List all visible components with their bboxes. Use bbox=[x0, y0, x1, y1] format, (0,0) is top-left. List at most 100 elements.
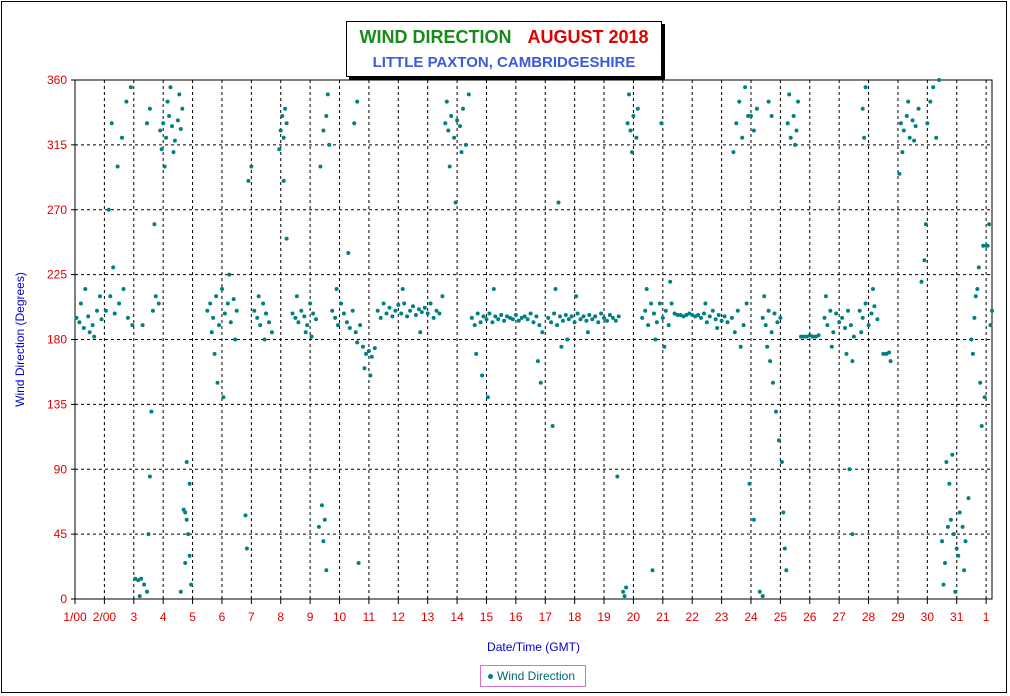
data-point bbox=[735, 308, 740, 313]
data-point bbox=[121, 287, 126, 291]
data-point bbox=[801, 334, 806, 339]
data-point bbox=[669, 301, 674, 306]
data-point bbox=[220, 287, 224, 291]
data-point bbox=[546, 315, 551, 320]
data-point bbox=[973, 294, 978, 299]
data-point bbox=[850, 532, 855, 537]
data-point bbox=[982, 395, 987, 400]
data-point bbox=[177, 92, 182, 97]
data-point bbox=[737, 99, 742, 104]
data-point bbox=[350, 308, 355, 313]
x-tick-label: 30 bbox=[921, 610, 935, 624]
data-point bbox=[81, 326, 86, 330]
data-point bbox=[103, 308, 108, 313]
data-point bbox=[584, 318, 589, 323]
data-point bbox=[175, 118, 180, 123]
data-point bbox=[776, 438, 781, 443]
data-point bbox=[912, 138, 917, 143]
data-point bbox=[660, 315, 665, 320]
data-point bbox=[769, 330, 774, 335]
data-point bbox=[234, 308, 239, 313]
y-tick-label: 90 bbox=[54, 462, 68, 476]
data-point bbox=[782, 546, 787, 551]
data-point bbox=[563, 313, 568, 317]
data-point bbox=[734, 121, 739, 126]
data-point bbox=[725, 320, 730, 325]
data-point bbox=[785, 121, 790, 126]
data-point bbox=[153, 294, 158, 299]
data-point bbox=[413, 313, 418, 317]
data-point bbox=[934, 135, 939, 140]
data-point bbox=[187, 553, 192, 558]
y-tick-label: 360 bbox=[47, 73, 67, 87]
data-point bbox=[142, 582, 147, 587]
data-point bbox=[355, 340, 360, 345]
data-point bbox=[941, 582, 946, 587]
data-point bbox=[480, 373, 485, 378]
data-point bbox=[763, 323, 768, 328]
data-point bbox=[985, 243, 990, 248]
data-point bbox=[361, 344, 365, 349]
data-point bbox=[330, 308, 335, 313]
data-point bbox=[900, 150, 905, 155]
data-point bbox=[463, 142, 468, 147]
data-point bbox=[779, 460, 784, 464]
data-point bbox=[590, 317, 595, 322]
data-point bbox=[535, 359, 540, 364]
data-point bbox=[859, 330, 864, 335]
data-point bbox=[953, 589, 958, 594]
y-tick-label: 45 bbox=[54, 527, 68, 541]
data-point bbox=[347, 326, 352, 330]
data-point bbox=[162, 164, 167, 169]
data-point bbox=[837, 320, 842, 325]
data-point bbox=[168, 85, 173, 90]
data-point bbox=[319, 503, 324, 508]
data-point bbox=[117, 301, 122, 306]
data-point bbox=[150, 308, 155, 313]
data-point bbox=[183, 510, 188, 515]
data-point bbox=[284, 121, 289, 126]
data-point bbox=[140, 323, 145, 328]
data-point bbox=[760, 594, 765, 599]
data-point bbox=[963, 539, 968, 544]
data-point bbox=[170, 124, 174, 129]
data-point bbox=[302, 314, 307, 319]
data-point bbox=[384, 311, 389, 316]
data-point bbox=[293, 315, 298, 320]
data-point bbox=[474, 351, 479, 356]
data-point bbox=[635, 106, 640, 111]
data-point bbox=[872, 304, 877, 309]
data-point bbox=[92, 334, 97, 339]
data-point bbox=[244, 546, 249, 551]
data-point bbox=[95, 308, 99, 313]
data-point bbox=[556, 200, 561, 205]
x-tick-label: 18 bbox=[568, 610, 582, 624]
data-point bbox=[322, 517, 327, 522]
data-point bbox=[346, 251, 351, 255]
data-point bbox=[281, 178, 286, 183]
data-point bbox=[502, 318, 507, 323]
data-point bbox=[128, 85, 133, 90]
data-point bbox=[972, 315, 977, 320]
data-point bbox=[863, 85, 868, 90]
data-point bbox=[111, 265, 116, 270]
data-point bbox=[976, 265, 981, 270]
data-point bbox=[906, 99, 911, 104]
data-point bbox=[988, 323, 993, 328]
data-point bbox=[766, 308, 771, 313]
data-point bbox=[944, 460, 949, 464]
data-point bbox=[256, 294, 261, 299]
data-point bbox=[212, 351, 217, 356]
data-point bbox=[741, 323, 746, 328]
data-point bbox=[478, 320, 483, 325]
data-point bbox=[581, 314, 586, 319]
y-tick-label: 225 bbox=[47, 268, 67, 282]
data-point bbox=[466, 92, 471, 97]
data-point bbox=[339, 301, 343, 306]
y-tick-label: 270 bbox=[47, 203, 67, 217]
data-point bbox=[446, 128, 451, 133]
data-point bbox=[74, 315, 79, 320]
data-point bbox=[654, 320, 659, 325]
data-point bbox=[147, 474, 152, 479]
data-point bbox=[657, 301, 662, 306]
